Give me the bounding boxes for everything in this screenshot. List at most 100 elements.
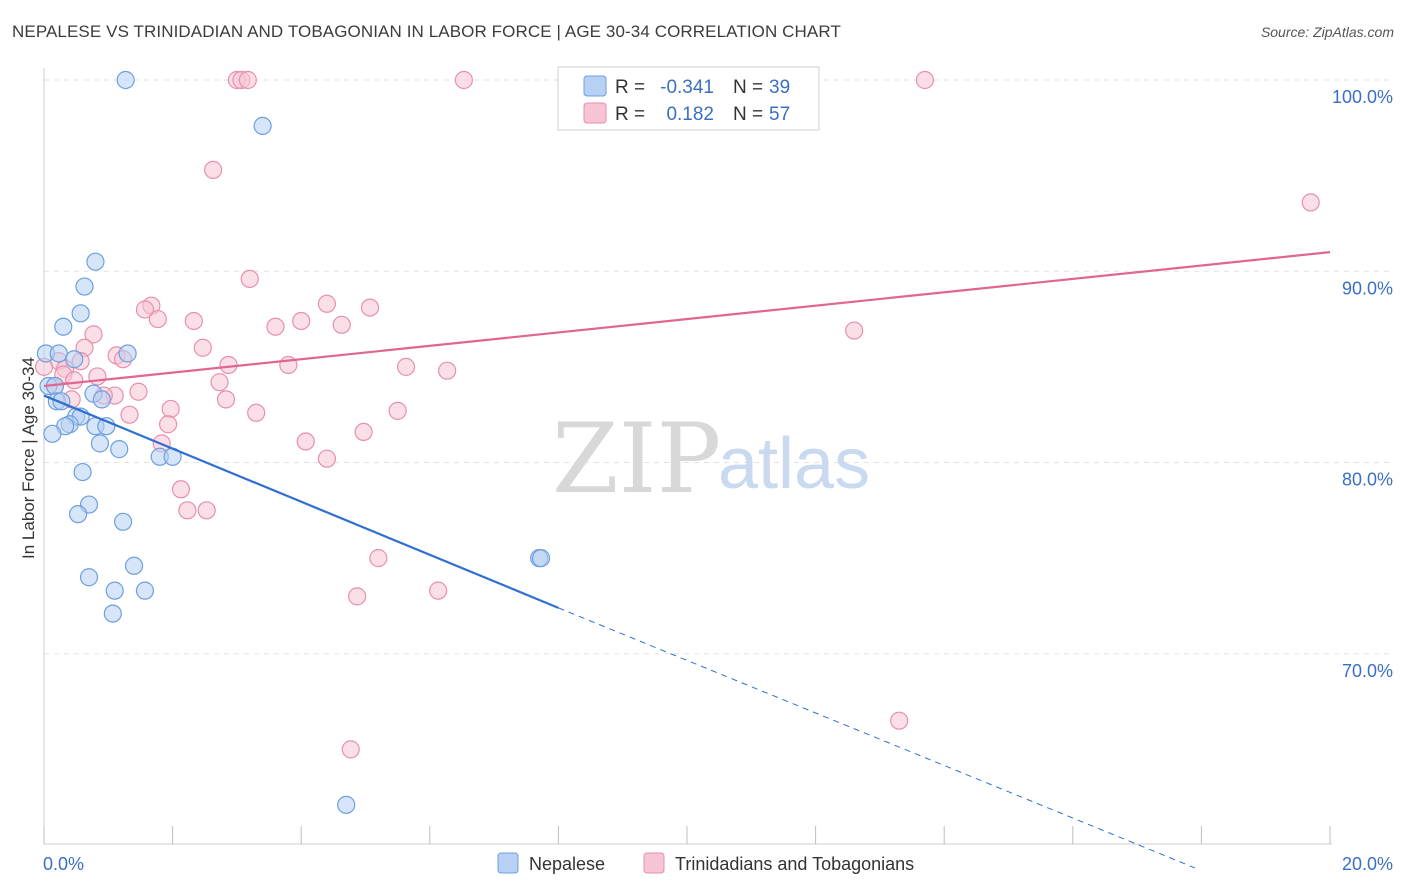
- legend-r-label-2: R =: [615, 104, 645, 125]
- point-trinidadian-13: [148, 309, 167, 329]
- point-trinidadian-5: [915, 70, 935, 90]
- point-nepalese-31: [79, 568, 99, 587]
- point-nepalese-33: [135, 581, 155, 600]
- point-trinidadian-6: [204, 160, 223, 179]
- point-trinidadian-55: [429, 581, 448, 600]
- point-nepalese-9: [65, 350, 84, 369]
- series-legend: Nepalese Trinidadians and Tobagonians: [497, 852, 914, 874]
- point-trinidadian-3: [454, 70, 473, 90]
- point-nepalese-38: [73, 462, 92, 482]
- point-trinidadian-53: [197, 501, 216, 520]
- point-trinidadian-31: [438, 361, 457, 380]
- point-nepalese-28: [68, 505, 88, 524]
- series-nepalese-points: [36, 70, 551, 814]
- point-trinidadian-20: [193, 338, 212, 357]
- grid-lines: [44, 79, 1392, 655]
- legend-r-value-1: -0.341: [660, 77, 714, 98]
- legend-r-value-2: 0.182: [666, 104, 714, 125]
- point-trinidadian-11: [360, 298, 380, 317]
- stats-legend: R = -0.341 N = 39 R = 0.182 N = 57: [557, 66, 820, 131]
- point-trinidadian-2: [238, 70, 257, 90]
- source-label: Source: ZipAtlas.com: [1260, 24, 1394, 40]
- point-nepalese-1: [253, 116, 272, 136]
- point-nepalese-36: [531, 549, 551, 568]
- point-trinidadian-48: [296, 432, 315, 451]
- point-trinidadian-50: [317, 449, 337, 468]
- point-trinidadian-37: [129, 382, 148, 401]
- axes: [43, 68, 1332, 845]
- point-trinidadian-15: [266, 317, 285, 336]
- point-trinidadian-42: [161, 399, 180, 419]
- point-trinidadian-28: [219, 355, 238, 375]
- point-trinidadian-41: [216, 390, 236, 409]
- point-trinidadian-34: [65, 371, 84, 390]
- point-nepalese-30: [124, 556, 144, 575]
- point-trinidadian-19: [84, 325, 103, 344]
- point-nepalese-29: [113, 512, 133, 531]
- point-nepalese-0: [116, 70, 135, 90]
- point-trinidadian-57: [890, 711, 909, 730]
- legend-n-value-1: 39: [769, 77, 790, 98]
- point-trinidadian-10: [317, 294, 337, 313]
- point-trinidadian-17: [332, 315, 351, 334]
- watermark-zip: ZIP: [552, 403, 721, 515]
- point-nepalese-22: [43, 424, 62, 443]
- y-tick-label-1: 90.0%: [1342, 278, 1393, 298]
- point-nepalese-32: [105, 581, 124, 600]
- chart-title: NEPALESE VS TRINIDADIAN AND TOBAGONIAN I…: [12, 22, 841, 41]
- point-trinidadian-47: [354, 422, 373, 441]
- bottom-legend-label-trinidadian: Trinidadians and Tobagonians: [675, 854, 914, 874]
- point-nepalese-3: [75, 277, 94, 296]
- x-tick-max: 20.0%: [1342, 854, 1393, 874]
- y-tick-labels: 100.0% 90.0% 80.0% 70.0%: [1332, 87, 1393, 681]
- x-tick-min: 0.0%: [43, 854, 84, 874]
- point-trinidadian-56: [348, 587, 367, 606]
- point-trinidadian-45: [120, 405, 139, 424]
- point-nepalese-5: [54, 317, 73, 336]
- point-trinidadian-30: [396, 357, 416, 376]
- y-tick-label-3: 70.0%: [1342, 661, 1393, 681]
- point-nepalese-7: [49, 344, 68, 363]
- legend-n-label-1: N =: [733, 77, 763, 98]
- trend-line-trinidadian: [43, 251, 1331, 388]
- point-trinidadian-52: [178, 501, 197, 520]
- legend-n-label-2: N =: [733, 104, 763, 125]
- point-trinidadian-35: [210, 373, 229, 392]
- trend-line-nepalese: [43, 394, 559, 609]
- point-trinidadian-51: [171, 480, 191, 499]
- point-trinidadian-16: [292, 311, 311, 331]
- point-nepalese-24: [110, 440, 129, 459]
- point-trinidadian-14: [184, 311, 203, 331]
- point-nepalese-13: [92, 390, 111, 409]
- point-trinidadian-44: [388, 401, 407, 420]
- legend-swatch-trinidadian: [583, 102, 607, 124]
- bottom-legend-swatch-nepalese: [497, 852, 519, 874]
- point-nepalese-37: [337, 795, 356, 814]
- bottom-legend-swatch-trinidadian: [643, 852, 665, 874]
- legend-r-label-1: R =: [615, 77, 645, 98]
- point-trinidadian-7: [1301, 193, 1320, 212]
- trend-lines: [43, 251, 1331, 869]
- point-nepalese-34: [103, 604, 122, 623]
- y-tick-label-2: 80.0%: [1342, 470, 1393, 490]
- point-trinidadian-46: [158, 415, 178, 434]
- point-trinidadian-43: [247, 403, 266, 422]
- watermark-atlas: atlas: [718, 424, 870, 504]
- x-tick-labels: 0.0% 20.0%: [43, 854, 1393, 874]
- legend-n-value-2: 57: [769, 104, 790, 125]
- watermark: ZIP atlas: [552, 403, 870, 515]
- y-tick-label-0: 100.0%: [1332, 87, 1393, 107]
- trend-line-nepalese-extension: [558, 607, 1196, 869]
- y-axis-label: In Labor Force | Age 30-34: [19, 357, 38, 559]
- point-trinidadian-58: [341, 740, 360, 759]
- point-nepalese-23: [90, 434, 110, 453]
- bottom-legend-label-nepalese: Nepalese: [529, 854, 605, 874]
- point-trinidadian-12: [135, 300, 155, 319]
- point-nepalese-4: [71, 304, 90, 323]
- point-trinidadian-54: [369, 549, 388, 568]
- point-trinidadian-8: [240, 269, 259, 288]
- point-nepalese-8: [118, 344, 137, 363]
- legend-swatch-nepalese: [583, 75, 607, 97]
- point-trinidadian-33: [88, 367, 107, 386]
